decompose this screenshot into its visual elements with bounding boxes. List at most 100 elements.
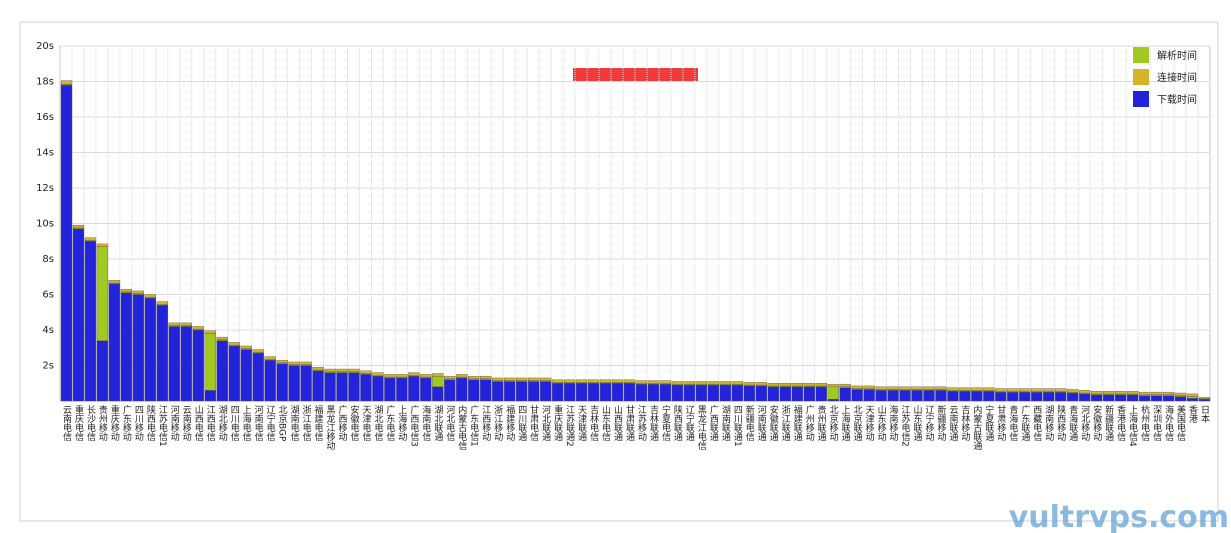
- bar-segment: [288, 361, 300, 365]
- bar-segment: [803, 383, 815, 387]
- x-tick-label: 新疆电信: [744, 404, 755, 442]
- bar-segment: [1126, 391, 1139, 395]
- bar-segment: [288, 365, 300, 402]
- x-tick-label: 香港: [1187, 405, 1198, 423]
- x-tick-label: 重庆移动: [109, 404, 120, 442]
- bar-segment: [983, 387, 995, 391]
- bar-segment: [827, 399, 839, 402]
- bar-segment: [767, 383, 779, 387]
- x-tick-label: 吉林移动: [959, 405, 970, 442]
- x-tick-label: 江苏电信2: [900, 405, 911, 447]
- x-tick-label: 天津电信: [360, 405, 371, 442]
- bar-segment: [575, 379, 588, 383]
- bar-segment: [312, 370, 324, 402]
- bar-segment: [767, 386, 779, 402]
- y-tick-label: 10s: [36, 219, 54, 230]
- x-tick-label: 湖北电信: [372, 405, 383, 442]
- x-tick-label: 广东电信: [384, 404, 395, 442]
- bar-segment: [863, 385, 875, 389]
- bar-segment: [707, 384, 720, 402]
- bar-segment: [959, 387, 971, 391]
- bar-segment: [1067, 392, 1079, 402]
- x-tick-label: 江西电信: [205, 405, 216, 442]
- bar-segment: [599, 379, 612, 383]
- bar-segment: [180, 326, 192, 402]
- bar-segment: [504, 377, 516, 381]
- bar-segment: [492, 381, 504, 402]
- y-tick-label: 4s: [42, 325, 54, 336]
- bar-segment: [1174, 396, 1187, 402]
- bar-segment: [1114, 394, 1127, 402]
- x-tick-label: 山西联通: [612, 405, 623, 442]
- x-tick-label: 山西电信: [193, 405, 204, 442]
- bar-segment: [1079, 393, 1091, 402]
- x-tick-label: 河北电信: [444, 404, 455, 442]
- x-tick-label: 广东电信1: [468, 404, 479, 447]
- bar-segment: [875, 386, 887, 390]
- x-tick-label: 香港电信: [1115, 405, 1126, 442]
- bar-segment: [971, 387, 983, 391]
- bar-segment: [492, 377, 504, 381]
- bar-segment: [1198, 397, 1211, 399]
- bar-segment: [755, 382, 767, 386]
- bar-segment: [1019, 388, 1031, 392]
- bar-segment: [659, 383, 672, 402]
- x-tick-label: 辽宁电信: [265, 405, 276, 442]
- bar-segment: [408, 372, 420, 376]
- bar-segment: [240, 349, 252, 402]
- bar-segment: [1067, 389, 1079, 393]
- bar-segment: [623, 379, 636, 383]
- bar-segment: [539, 377, 552, 381]
- x-tick-label: 江苏电信1: [157, 405, 168, 447]
- bar-segment: [72, 225, 85, 229]
- x-tick-label: 新疆联通: [1103, 404, 1114, 442]
- x-tick-label: 甘肃移动: [995, 404, 1006, 442]
- x-tick-label: 宁夏电信: [660, 404, 671, 442]
- bar-segment: [1007, 391, 1019, 402]
- bar-segment: [719, 384, 732, 402]
- x-tick-label: 山东电信: [600, 405, 611, 442]
- bar-segment: [432, 375, 444, 387]
- x-tick-label: 湖南联通: [720, 405, 731, 442]
- bar-segment: [935, 390, 947, 402]
- x-tick-label: 四川联通1: [732, 405, 743, 447]
- bar-segment: [108, 280, 121, 284]
- bar-segment: [204, 390, 216, 402]
- bar-segment: [599, 383, 612, 402]
- x-tick-label: 安徽联通: [768, 404, 779, 442]
- bar-segment: [120, 288, 133, 293]
- bar-segment: [911, 386, 923, 390]
- bar-segment: [791, 383, 803, 387]
- bar-segment: [60, 84, 73, 402]
- x-tick-label: 北京联通: [852, 405, 863, 442]
- x-tick-label: 长沙电信: [85, 404, 96, 442]
- bar-segment: [851, 385, 863, 389]
- x-tick-label: 青海联通: [1067, 404, 1078, 442]
- x-tick-label: 内蒙古电信: [456, 404, 467, 451]
- bar-segment: [863, 389, 875, 402]
- x-tick-label: 浙江电信: [301, 404, 312, 442]
- legend-swatch: [1133, 47, 1149, 63]
- bar-segment: [1079, 390, 1091, 394]
- bar-segment: [336, 368, 348, 372]
- bar-segment: [707, 381, 720, 385]
- bar-segment: [851, 389, 863, 402]
- x-tick-label: 上海电信4: [1127, 405, 1138, 447]
- x-tick-label: 河南移动: [169, 404, 180, 442]
- bar-segment: [312, 367, 324, 371]
- bar-segment: [923, 390, 935, 402]
- x-tick-label: 西藏电信: [1031, 405, 1042, 442]
- bar-segment: [1055, 391, 1067, 402]
- x-tick-label: 海外电信: [1163, 404, 1174, 442]
- x-tick-label: 天津联通: [576, 405, 587, 442]
- x-tick-label: 广西移动: [337, 404, 348, 442]
- bar-segment: [647, 383, 660, 402]
- bar-segment: [204, 333, 216, 391]
- bar-segment: [995, 391, 1007, 402]
- bar-segment: [779, 383, 791, 387]
- bar-segment: [671, 381, 684, 385]
- x-tick-label: 甘肃联通: [624, 404, 635, 442]
- x-tick-label: 杭州电信: [1139, 404, 1150, 442]
- bar-segment: [300, 361, 312, 365]
- x-tick-label: 贵州联通: [816, 404, 827, 442]
